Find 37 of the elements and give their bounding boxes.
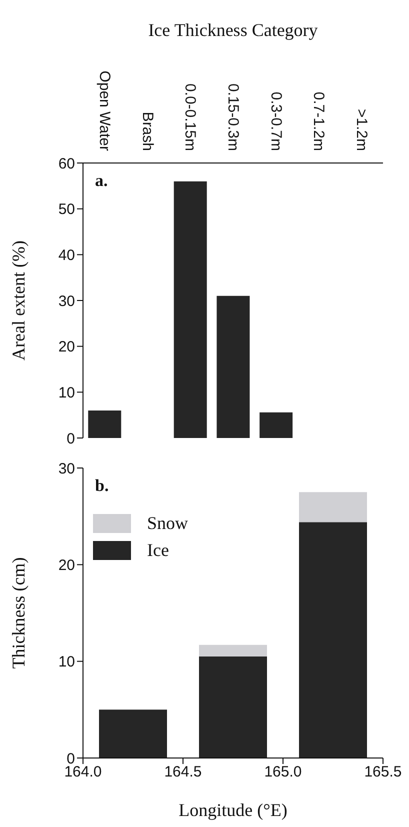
bar [216, 296, 250, 438]
bar [199, 644, 267, 656]
y-axis-title: Areal extent (%) [8, 240, 28, 360]
x-tick-label: 0.3-0.7m [267, 92, 284, 151]
y-tick-label: 50 [58, 201, 75, 218]
bar [260, 412, 293, 438]
x-tick-label: 165.5 [364, 764, 402, 781]
x-axis-title: Ice Thickness Category [148, 20, 318, 40]
x-tick-label: 0.15-0.3m [224, 83, 242, 151]
y-tick-label: 10 [58, 654, 75, 671]
y-tick-label: 40 [58, 246, 75, 264]
bar [299, 522, 367, 758]
x-tick-label: 0.0-0.15m [182, 83, 199, 151]
y-tick-label: 20 [58, 556, 75, 574]
x-tick-label: Brash [138, 112, 156, 151]
y-tick-label: 20 [58, 338, 75, 356]
legend-label: Snow [147, 513, 188, 534]
x-tick-label: 165.0 [264, 764, 302, 781]
x-tick-label: 0.7-1.2m [310, 92, 328, 151]
y-axis-title: Thickness (cm) [8, 557, 28, 669]
bar [99, 710, 167, 758]
bar [88, 410, 122, 438]
x-tick-label: Open Water [96, 70, 113, 151]
y-tick-label: 0 [66, 430, 75, 448]
annotation: b. [95, 476, 109, 496]
annotation: a. [95, 171, 108, 191]
x-axis-title: Longitude (°E) [178, 800, 288, 820]
bar [174, 181, 207, 438]
legend-label: Ice [147, 540, 169, 561]
x-tick-label: 164.5 [164, 764, 202, 781]
y-tick-label: 30 [58, 460, 75, 478]
y-tick-label: 30 [58, 292, 75, 310]
bar [199, 656, 267, 758]
y-tick-label: 10 [58, 384, 75, 402]
y-tick-label: 60 [58, 155, 75, 172]
bar [299, 492, 367, 522]
x-tick-label: >1.2m [353, 108, 370, 151]
